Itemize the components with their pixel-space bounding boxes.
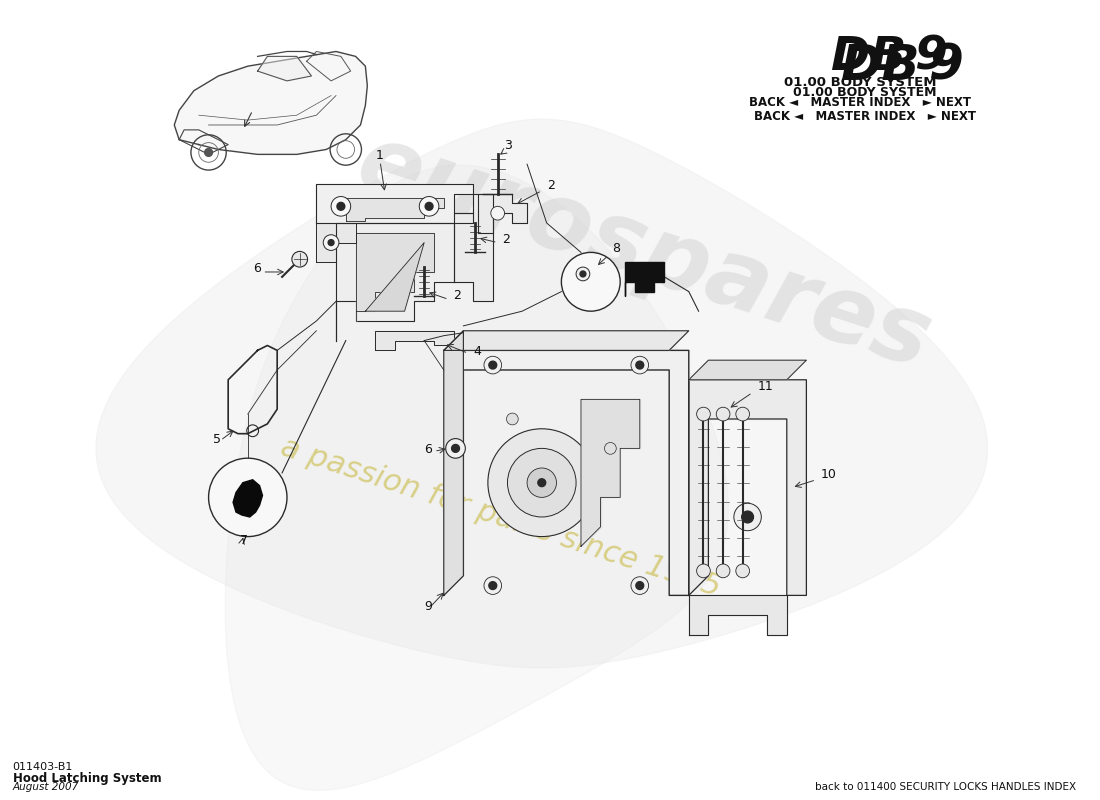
Polygon shape [443, 330, 689, 350]
Polygon shape [257, 56, 311, 81]
Circle shape [323, 234, 339, 250]
Text: 9: 9 [928, 42, 964, 90]
Circle shape [209, 458, 287, 537]
Text: 9: 9 [425, 600, 432, 613]
Text: Hood Latching System: Hood Latching System [12, 771, 162, 785]
Text: 6: 6 [253, 262, 261, 275]
Circle shape [484, 356, 502, 374]
Polygon shape [317, 223, 355, 262]
Circle shape [716, 564, 730, 578]
Polygon shape [336, 223, 453, 341]
Text: BACK ◄   MASTER INDEX   ► NEXT: BACK ◄ MASTER INDEX ► NEXT [755, 110, 976, 123]
Circle shape [527, 468, 557, 498]
Circle shape [488, 429, 596, 537]
Text: back to 011400 SECURITY LOCKS HANDLES INDEX: back to 011400 SECURITY LOCKS HANDLES IN… [815, 782, 1076, 793]
Circle shape [716, 407, 730, 421]
Circle shape [507, 448, 576, 517]
Circle shape [452, 445, 460, 452]
Polygon shape [443, 330, 463, 595]
Text: 7: 7 [240, 534, 248, 547]
Polygon shape [365, 242, 425, 311]
Text: 5: 5 [213, 434, 221, 446]
Circle shape [696, 564, 711, 578]
Circle shape [292, 251, 308, 267]
Circle shape [734, 503, 761, 530]
Polygon shape [375, 330, 453, 350]
Text: BACK ◄   MASTER INDEX   ► NEXT: BACK ◄ MASTER INDEX ► NEXT [749, 95, 971, 109]
Circle shape [561, 252, 620, 311]
Circle shape [636, 582, 644, 590]
Circle shape [426, 202, 433, 210]
Text: 6: 6 [425, 443, 432, 456]
Circle shape [538, 478, 546, 486]
Polygon shape [96, 119, 988, 668]
Polygon shape [581, 399, 640, 546]
Circle shape [605, 442, 616, 454]
Circle shape [488, 361, 497, 369]
Circle shape [741, 511, 754, 523]
Text: 10: 10 [821, 468, 837, 481]
Circle shape [446, 438, 465, 458]
Circle shape [484, 577, 502, 594]
Circle shape [337, 202, 344, 210]
Circle shape [488, 582, 497, 590]
Circle shape [636, 361, 644, 369]
Circle shape [580, 271, 586, 277]
Text: 4: 4 [473, 346, 481, 358]
Circle shape [331, 197, 351, 216]
Polygon shape [443, 350, 689, 595]
Polygon shape [625, 262, 664, 297]
Polygon shape [226, 166, 728, 790]
Circle shape [736, 564, 749, 578]
Polygon shape [689, 380, 806, 595]
Text: 011403-B1: 011403-B1 [12, 762, 73, 772]
Text: eurospares: eurospares [345, 116, 943, 389]
Circle shape [491, 206, 505, 220]
Text: 01.00 BODY SYSTEM: 01.00 BODY SYSTEM [784, 76, 936, 89]
Polygon shape [478, 194, 527, 233]
Polygon shape [689, 360, 806, 380]
Polygon shape [355, 233, 434, 321]
Text: August 2007: August 2007 [12, 782, 79, 793]
Circle shape [696, 407, 711, 421]
Polygon shape [317, 184, 473, 223]
Circle shape [631, 577, 649, 594]
Polygon shape [689, 595, 786, 634]
Text: 9: 9 [914, 35, 947, 80]
Text: 1: 1 [375, 150, 383, 162]
Text: 2: 2 [547, 178, 554, 192]
Text: 8: 8 [613, 242, 620, 255]
Circle shape [631, 356, 649, 374]
Text: 01.00 BODY SYSTEM: 01.00 BODY SYSTEM [793, 86, 937, 98]
Circle shape [419, 197, 439, 216]
Text: 11: 11 [758, 379, 773, 393]
Text: 2: 2 [503, 233, 510, 246]
Text: DB: DB [840, 42, 921, 90]
Polygon shape [174, 51, 367, 154]
Circle shape [328, 240, 334, 246]
Polygon shape [233, 480, 263, 517]
Polygon shape [345, 198, 443, 221]
Circle shape [205, 149, 212, 156]
Polygon shape [453, 194, 493, 302]
Text: a passion for parts since 1985: a passion for parts since 1985 [277, 432, 725, 602]
Circle shape [506, 413, 518, 425]
Text: 3: 3 [505, 139, 513, 153]
Circle shape [736, 407, 749, 421]
Text: DB: DB [830, 35, 906, 80]
Circle shape [576, 267, 590, 281]
Text: 2: 2 [453, 290, 462, 302]
